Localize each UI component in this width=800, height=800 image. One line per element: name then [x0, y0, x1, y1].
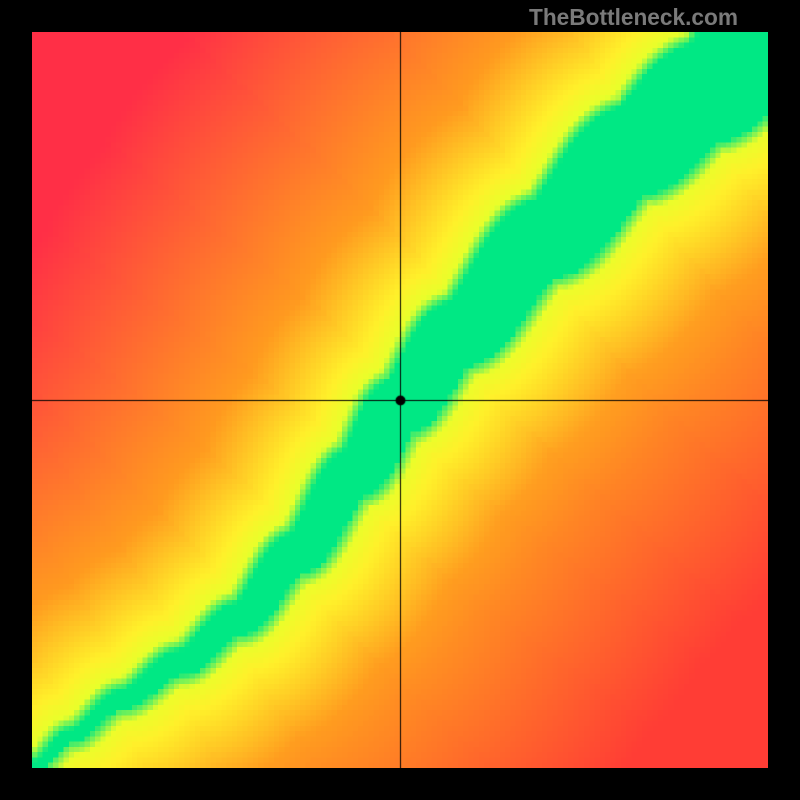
- crosshair-overlay: [32, 32, 768, 768]
- stage: TheBottleneck.com: [0, 0, 800, 800]
- watermark-text: TheBottleneck.com: [529, 4, 738, 31]
